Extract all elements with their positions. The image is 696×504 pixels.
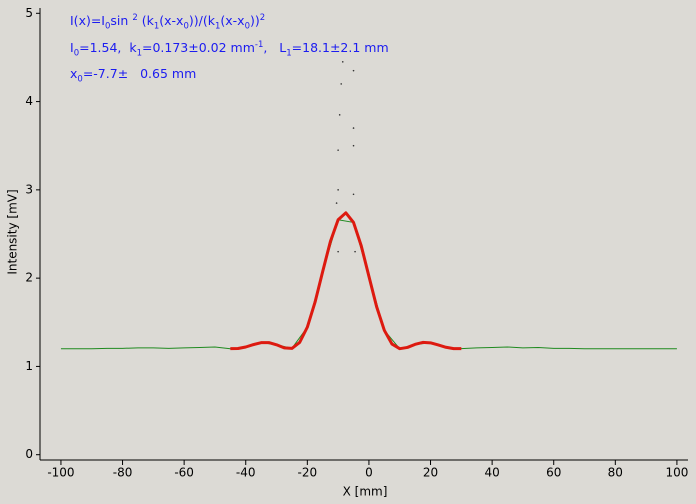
annotation-text: x xyxy=(70,66,78,81)
x-tick-label: 80 xyxy=(608,466,623,480)
x-tick-label: -60 xyxy=(174,466,194,480)
data-point xyxy=(354,250,356,253)
x-tick-label: -40 xyxy=(236,466,256,480)
annotation-text: sin xyxy=(110,13,133,29)
annotation-text: 0 xyxy=(183,21,189,32)
annotation-text: =0.173±0.02 mm xyxy=(142,40,255,56)
x-tick-label: 40 xyxy=(484,466,499,480)
annotation-text: 1 xyxy=(153,21,160,32)
annotation-text: (x-x xyxy=(220,13,245,29)
annotation-text: I(x)=I xyxy=(70,13,105,29)
x-axis-label: X [mm] xyxy=(343,485,388,499)
x-tick-label: -20 xyxy=(298,466,318,480)
fit-annotation: I0=1.54, k1=0.173±0.02 mm-1, L1=18.1±2.1… xyxy=(70,40,389,59)
y-tick-label: 4 xyxy=(25,94,33,108)
data-point xyxy=(341,61,344,63)
data-point xyxy=(352,69,355,72)
annotation-text: (k xyxy=(137,13,154,29)
y-axis-label: Intensity [mV] xyxy=(6,189,20,274)
annotation-text: =18.1±2.1 mm xyxy=(291,40,389,56)
data-point xyxy=(338,114,341,116)
annotation-text: 0 xyxy=(105,21,111,32)
fit-annotation: I(x)=I0sin 2 (k1(x-x0))/(k1(x-x0))2 xyxy=(70,13,265,32)
annotation-text: (x-x xyxy=(159,13,184,29)
annotation-text: 0 xyxy=(77,74,83,85)
data-point xyxy=(340,83,343,85)
annotation-text: 2 xyxy=(259,13,266,23)
data-line xyxy=(230,211,462,351)
x-tick-label: 0 xyxy=(365,466,373,480)
data-point xyxy=(352,144,355,147)
x-tick-label: 60 xyxy=(546,466,561,480)
x-tick-label: 20 xyxy=(423,466,438,480)
annotation-text: 1 xyxy=(136,48,142,59)
annotation-text: 0 xyxy=(244,21,250,32)
data-line xyxy=(60,219,677,350)
annotation-text: =-7.7± 0.65 mm xyxy=(82,66,197,81)
data-point xyxy=(352,127,355,129)
y-tick-label: 2 xyxy=(25,271,33,285)
x-tick-label: 100 xyxy=(665,466,688,480)
x-tick-label: -80 xyxy=(113,466,133,480)
y-tick-label: 1 xyxy=(25,359,33,373)
annotation-text: 1 xyxy=(286,48,292,59)
fit-annotation: x0=-7.7± 0.65 mm xyxy=(70,66,196,85)
annotation-text: , L xyxy=(263,40,287,56)
annotation-text: =1.54, k xyxy=(79,40,137,56)
data-point xyxy=(337,149,339,151)
annotation-text: )) xyxy=(249,13,260,29)
data-point xyxy=(337,250,339,253)
y-tick-label: 5 xyxy=(25,6,33,20)
annotation-text: 2 xyxy=(132,13,138,23)
annotation-text: 0 xyxy=(73,48,80,59)
data-point xyxy=(335,202,338,204)
y-tick-label: 3 xyxy=(25,182,33,196)
annotation-text: 1 xyxy=(214,21,221,32)
annotation-text: -1 xyxy=(254,40,264,50)
data-point xyxy=(337,189,339,191)
data-point xyxy=(352,193,355,196)
annotation-text: ))/(k xyxy=(188,13,215,29)
x-tick-label: -100 xyxy=(47,466,74,480)
y-tick-label: 0 xyxy=(25,447,33,461)
annotation-text: I xyxy=(70,40,74,56)
